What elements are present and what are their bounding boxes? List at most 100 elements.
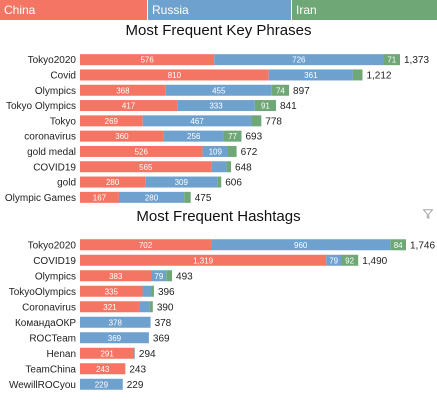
bar-segment-china[interactable] [80, 145, 203, 157]
key-phrases-chart: Tokyo2020 576 726 71 1,373 Covid 810 361 1,212 Ol… [5, 54, 429, 204]
legend-iran[interactable]: Iran [291, 0, 437, 20]
bar-segment-china[interactable] [80, 285, 143, 297]
bar-segment-russia[interactable] [151, 270, 167, 282]
bar-segment-russia[interactable] [139, 301, 150, 313]
bar-segment-russia[interactable] [268, 69, 353, 81]
bar-segment-china[interactable] [80, 54, 215, 66]
bar-segment-china[interactable] [80, 239, 212, 251]
bar-segment-russia[interactable] [134, 347, 135, 359]
category-label: coronavirus [24, 132, 76, 143]
segment-value-label: 378 [109, 318, 123, 327]
category-label: Coronavirus [22, 302, 76, 313]
segment-value-label: 702 [139, 241, 153, 250]
total-value-label: 294 [139, 349, 156, 360]
category-label: Tokyo2020 [28, 55, 77, 66]
bar-segment-china[interactable] [80, 191, 119, 203]
bar-segment-russia[interactable] [211, 239, 391, 251]
bar-segment-iran[interactable] [341, 254, 359, 266]
legend-russia[interactable]: Russia [147, 0, 291, 20]
category-label: TokyoOlympics [9, 287, 76, 298]
bar-segment-china[interactable] [80, 84, 166, 96]
bar-segment-china[interactable] [80, 301, 140, 313]
bar-segment-iran[interactable] [217, 176, 222, 188]
segment-value-label: 726 [292, 56, 306, 65]
segment-value-label: 109 [209, 147, 223, 156]
bar-segment-russia[interactable] [202, 145, 228, 157]
category-label: Olympics [35, 271, 76, 282]
segment-value-label: 1,319 [193, 256, 214, 265]
bar-segment-china[interactable] [80, 115, 143, 127]
bar-segment-iran[interactable] [227, 145, 237, 157]
bar-segment-iran[interactable] [151, 285, 154, 297]
bar-segment-iran[interactable] [352, 69, 363, 81]
total-value-label: 396 [158, 287, 175, 298]
segment-value-label: 256 [187, 132, 201, 141]
bar-segment-russia[interactable] [80, 316, 151, 328]
bar-segment-iran[interactable] [390, 239, 406, 251]
bar-segment-iran[interactable] [271, 84, 290, 96]
bar-segment-iran[interactable] [166, 270, 173, 282]
total-value-label: 606 [225, 178, 242, 189]
filter-icon[interactable] [423, 209, 433, 219]
segment-value-label: 91 [261, 102, 270, 111]
bar-segment-iran[interactable] [251, 115, 262, 127]
bar-segment-china[interactable] [80, 254, 327, 266]
bar-segment-russia[interactable] [211, 161, 227, 173]
bar-segment-china[interactable] [80, 176, 146, 188]
segment-value-label: 369 [108, 334, 122, 343]
total-value-label: 390 [157, 302, 174, 313]
segment-value-label: 960 [294, 241, 308, 250]
bar-segment-russia[interactable] [80, 332, 149, 344]
bar-segment-russia[interactable] [80, 378, 123, 390]
segment-value-label: 243 [96, 365, 110, 374]
segment-value-label: 74 [276, 86, 285, 95]
hashtags-chart: Tokyo2020 702 960 84 1,746 COVID19 1,319 79 92 1,… [9, 239, 435, 391]
category-label: Olympic Games [5, 193, 76, 204]
total-value-label: 243 [129, 364, 146, 375]
total-value-label: 229 [127, 380, 144, 391]
bar-segment-china[interactable] [80, 130, 164, 142]
total-value-label: 693 [246, 132, 263, 143]
total-value-label: 369 [153, 333, 170, 344]
segment-value-label: 361 [304, 71, 318, 80]
bar-segment-china[interactable] [80, 161, 212, 173]
category-label: gold medal [27, 147, 76, 158]
bar-segment-russia[interactable] [118, 191, 185, 203]
segment-value-label: 77 [228, 132, 237, 141]
bar-segment-iran[interactable] [149, 301, 153, 313]
segment-value-label: 79 [154, 272, 163, 281]
bar-segment-russia[interactable] [145, 176, 218, 188]
bar-segment-russia[interactable] [163, 130, 224, 142]
bar-segment-china[interactable] [80, 347, 135, 359]
bar-segment-china[interactable] [80, 270, 152, 282]
total-value-label: 1,490 [362, 256, 387, 267]
segment-value-label: 79 [329, 256, 338, 265]
legend: China Russia Iran [0, 0, 437, 20]
legend-china[interactable]: China [0, 0, 147, 20]
bar-segment-russia[interactable] [177, 100, 255, 112]
total-value-label: 778 [265, 116, 282, 127]
bar-segment-russia[interactable] [142, 115, 252, 127]
bar-segment-russia[interactable] [214, 54, 384, 66]
category-label: Olympics [35, 86, 76, 97]
bar-segment-iran[interactable] [226, 161, 232, 173]
bar-segment-china[interactable] [80, 69, 269, 81]
bar-segment-russia[interactable] [165, 84, 272, 96]
total-value-label: 1,212 [366, 70, 391, 81]
chart-title-hashtags: Most Frequent Hashtags [136, 208, 301, 225]
category-label: Henan [47, 349, 76, 360]
category-label: Covid [50, 70, 76, 81]
bar-segment-china[interactable] [80, 363, 126, 375]
segment-value-label: 467 [190, 117, 204, 126]
bar-segment-iran[interactable] [383, 54, 400, 66]
category-label: gold [57, 178, 76, 189]
bar-segment-russia[interactable] [326, 254, 342, 266]
bar-segment-iran[interactable] [223, 130, 242, 142]
bar-segment-iran[interactable] [254, 100, 277, 112]
bar-segment-russia[interactable] [142, 285, 152, 297]
segment-value-label: 229 [95, 380, 109, 389]
category-label: COVID19 [33, 162, 76, 173]
bar-segment-iran[interactable] [184, 191, 191, 203]
segment-value-label: 333 [209, 102, 223, 111]
bar-segment-china[interactable] [80, 100, 178, 112]
